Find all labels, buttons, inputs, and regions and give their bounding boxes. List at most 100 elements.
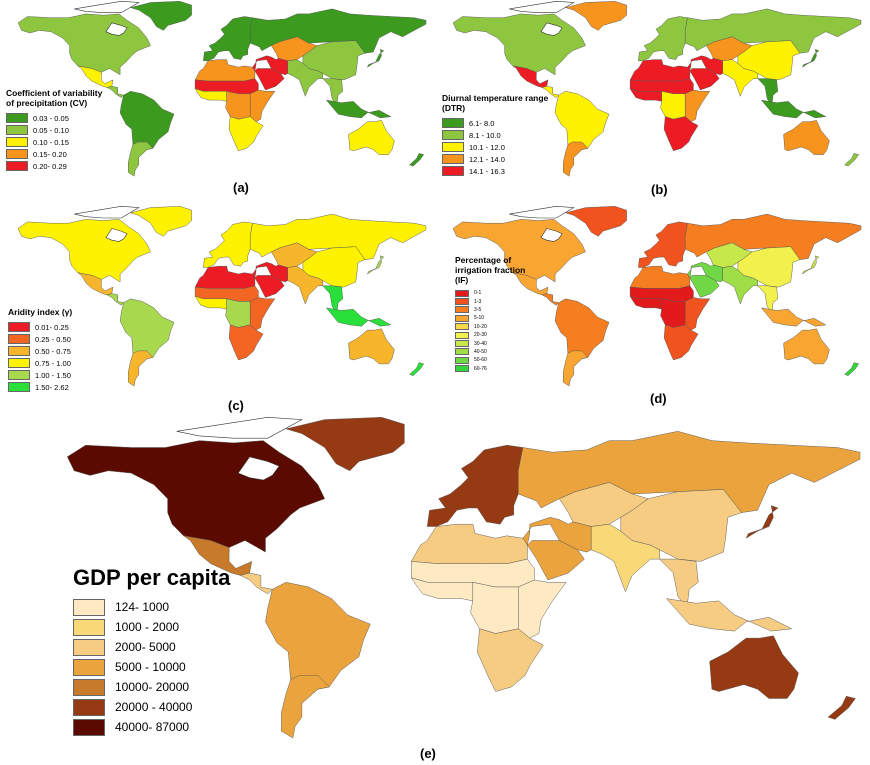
region-indonesia xyxy=(326,307,392,327)
region-indonesia xyxy=(666,598,792,632)
region-south-america xyxy=(119,91,175,158)
legend-swatch xyxy=(8,334,30,344)
legend-label: 0.10 - 0.15 xyxy=(33,137,69,147)
region-china xyxy=(620,489,742,562)
legend-item: 0.10 - 0.15 xyxy=(6,136,102,148)
region-north-africa xyxy=(629,59,691,82)
region-europe xyxy=(203,16,253,62)
region-southern-africa xyxy=(477,628,544,692)
legend-label: 0.01- 0.25 xyxy=(35,322,69,332)
legend-c: Aridity index (γ) 0.01- 0.25 0.25 - 0.50 0.… xyxy=(8,307,72,393)
region-central-africa xyxy=(225,298,251,328)
legend-label: 20-30 xyxy=(474,332,487,339)
region-se-asia xyxy=(322,78,344,106)
legend-swatch xyxy=(73,598,105,616)
legend-item: 20000 - 40000 xyxy=(73,697,230,717)
region-east-africa xyxy=(249,89,276,122)
region-china xyxy=(302,40,366,81)
region-north-america xyxy=(452,13,586,76)
region-new-zealand xyxy=(844,362,859,376)
legend-swatch xyxy=(6,137,28,147)
panel-label-a: (a) xyxy=(233,180,249,195)
region-greenland xyxy=(565,1,627,31)
panel-label-c: (c) xyxy=(228,398,244,413)
region-greenland xyxy=(130,1,192,31)
region-southern-cone xyxy=(128,350,154,387)
world-map-b xyxy=(452,0,862,177)
region-australia xyxy=(783,120,830,155)
region-east-africa xyxy=(518,579,567,639)
region-east-africa xyxy=(684,297,711,331)
legend-label: 12.1 - 14.0 xyxy=(469,154,505,164)
region-southern-cone xyxy=(563,350,589,387)
legend-item: 0.03 - 0.05 xyxy=(6,112,102,124)
legend-swatch xyxy=(442,154,464,164)
legend-swatch xyxy=(455,340,469,348)
region-europe xyxy=(203,221,253,268)
region-west-africa xyxy=(194,295,227,310)
region-arabia xyxy=(527,540,585,581)
world-map-e xyxy=(67,416,861,739)
region-central-africa xyxy=(660,298,686,328)
panel-label-d: (d) xyxy=(650,391,667,406)
panel-label-e: (e) xyxy=(420,746,436,761)
legend-swatch xyxy=(73,638,105,656)
legend-swatch xyxy=(8,370,30,380)
legend-item: 0.05 - 0.10 xyxy=(6,124,102,136)
region-south-america xyxy=(554,91,610,158)
region-europe xyxy=(638,221,688,268)
legend-item: 0.15- 0.20 xyxy=(6,148,102,160)
legend-title: GDP per capita xyxy=(73,565,231,590)
legend-item: 0.50 - 0.75 xyxy=(8,345,72,357)
region-north-africa xyxy=(629,265,691,289)
region-central-africa xyxy=(225,91,251,120)
region-japan xyxy=(745,505,779,539)
panel-label-b: (b) xyxy=(651,182,668,197)
region-south-america xyxy=(119,298,175,367)
legend-swatch xyxy=(8,322,30,332)
legend-label: 50-60 xyxy=(474,357,487,364)
legend-item: 12.1 - 14.0 xyxy=(442,153,548,165)
legend-swatch xyxy=(6,113,28,123)
legend-swatch xyxy=(455,306,469,314)
legend-label: 0.03 - 0.05 xyxy=(33,113,69,123)
world-map-a xyxy=(17,0,427,177)
legend-label: 60-76 xyxy=(474,365,487,372)
legend-item: 0.75 - 1.00 xyxy=(8,357,72,369)
legend-swatch xyxy=(455,356,469,364)
legend-label: 0-1 xyxy=(474,290,482,297)
legend-label: 6.1- 8.0 xyxy=(469,118,495,128)
arctic-island-outline xyxy=(540,22,563,36)
region-japan xyxy=(802,49,820,68)
region-china xyxy=(737,40,801,81)
region-europe xyxy=(426,444,524,527)
legend-title: Aridity index (γ) xyxy=(8,307,73,317)
arctic-island-outline xyxy=(237,456,280,481)
region-south-asia xyxy=(722,59,759,97)
region-north-america xyxy=(17,13,151,76)
legend-item: 30-40 xyxy=(455,339,525,348)
region-central-america xyxy=(541,293,559,306)
legend-title: irrigation fraction xyxy=(455,265,526,275)
region-arabia xyxy=(254,275,285,298)
region-australia xyxy=(348,120,395,155)
legend-label: 40-50 xyxy=(474,348,487,355)
map-panel-c: Aridity index (γ) 0.01- 0.25 0.25 - 0.50 0.… xyxy=(0,205,435,415)
arctic-island-outline xyxy=(509,205,575,219)
legend-item: 6.1- 8.0 xyxy=(442,117,548,129)
world-map-d xyxy=(452,205,862,387)
legend-swatch xyxy=(8,346,30,356)
legend-item: 0.25 - 0.50 xyxy=(8,333,72,345)
legend-label: 124- 1000 xyxy=(115,600,170,614)
legend-label: 10000- 20000 xyxy=(115,680,190,694)
legend-swatch xyxy=(442,166,464,176)
legend-label: 0.15- 0.20 xyxy=(33,149,67,159)
region-greenland xyxy=(285,417,405,472)
arctic-island-outline xyxy=(105,228,128,242)
region-southern-africa xyxy=(228,324,264,361)
legend-b: Diurnal temperature range (DTR) 6.1- 8.0 8.… xyxy=(442,93,548,177)
arctic-island-outline xyxy=(509,0,575,13)
legend-swatch xyxy=(442,142,464,152)
arctic-island-outline xyxy=(74,0,140,13)
legend-label: 1-3 xyxy=(474,298,482,305)
